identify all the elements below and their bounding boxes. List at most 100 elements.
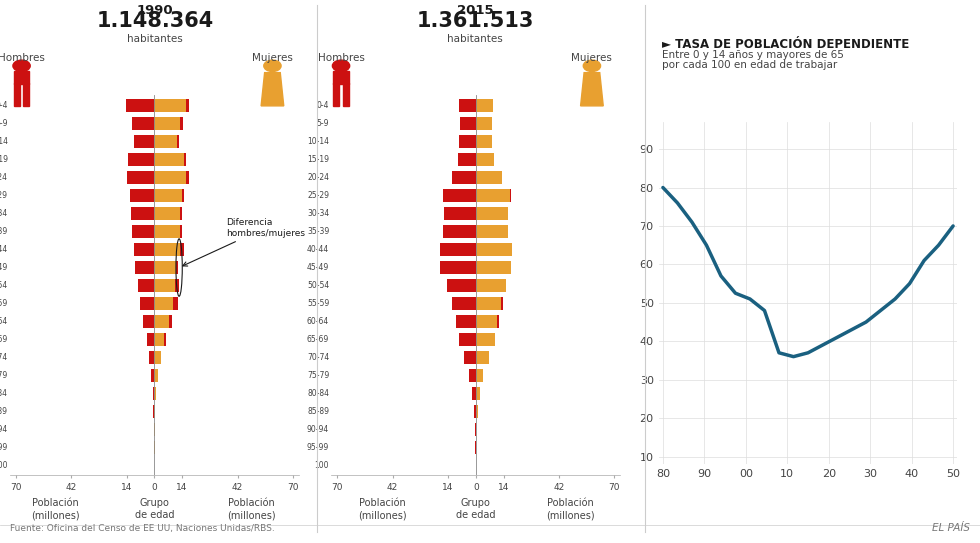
Bar	[476, 369, 483, 382]
Bar	[155, 171, 189, 184]
Bar	[179, 225, 182, 238]
Bar	[459, 135, 476, 148]
Bar	[443, 189, 476, 202]
Bar	[155, 351, 161, 364]
Bar	[126, 171, 155, 184]
Text: Diferencia
hombres/mujeres: Diferencia hombres/mujeres	[182, 218, 305, 266]
Bar	[155, 99, 189, 112]
Bar	[460, 117, 476, 130]
Bar	[153, 387, 155, 400]
Bar	[133, 243, 155, 256]
Bar	[130, 207, 155, 220]
Text: EL PAÍS: EL PAÍS	[932, 523, 970, 533]
Text: habitantes: habitantes	[448, 34, 503, 45]
Bar	[180, 117, 183, 130]
Bar	[476, 135, 492, 148]
Bar	[155, 117, 183, 130]
Text: Mujeres: Mujeres	[571, 53, 612, 64]
FancyBboxPatch shape	[14, 84, 20, 106]
Text: Hombres: Hombres	[0, 53, 45, 64]
Bar	[147, 333, 155, 346]
Bar	[133, 135, 155, 148]
Bar	[125, 99, 155, 112]
Bar	[459, 99, 476, 112]
Text: Mujeres: Mujeres	[252, 53, 293, 64]
Text: Grupo
de edad: Grupo de edad	[135, 498, 174, 520]
Bar	[497, 315, 499, 328]
Bar	[155, 225, 182, 238]
Bar	[465, 351, 476, 364]
Bar	[476, 171, 502, 184]
Text: 2015: 2015	[457, 4, 494, 17]
Text: por cada 100 en edad de trabajar: por cada 100 en edad de trabajar	[662, 60, 838, 70]
Bar	[155, 387, 157, 400]
Text: 1.361.513: 1.361.513	[416, 11, 534, 31]
Bar	[476, 297, 503, 310]
Polygon shape	[580, 73, 604, 106]
Bar	[443, 225, 476, 238]
Bar	[173, 297, 178, 310]
Circle shape	[583, 60, 601, 72]
Bar	[476, 225, 509, 238]
Bar	[472, 387, 476, 400]
Bar	[129, 189, 155, 202]
Bar	[501, 297, 503, 310]
Bar	[476, 189, 512, 202]
Bar	[169, 315, 172, 328]
Bar	[151, 369, 155, 382]
Text: Población
(millones): Población (millones)	[227, 498, 276, 520]
Bar	[476, 387, 480, 400]
Bar	[140, 297, 155, 310]
FancyBboxPatch shape	[333, 84, 339, 106]
Bar	[131, 225, 155, 238]
Bar	[131, 117, 155, 130]
Bar	[186, 99, 189, 112]
Bar	[155, 207, 182, 220]
Bar	[447, 279, 476, 292]
Bar	[183, 153, 186, 166]
Text: 1.148.364: 1.148.364	[96, 11, 214, 31]
Bar	[176, 261, 178, 274]
Text: Población
(millones): Población (millones)	[31, 498, 80, 520]
Text: Población
(millones): Población (millones)	[358, 498, 407, 520]
Bar	[181, 189, 184, 202]
Bar	[155, 279, 179, 292]
Bar	[185, 171, 189, 184]
Bar	[458, 153, 476, 166]
Bar	[175, 279, 179, 292]
Bar	[444, 207, 476, 220]
Bar	[137, 279, 155, 292]
Bar	[155, 333, 166, 346]
Bar	[476, 351, 489, 364]
Bar	[510, 189, 512, 202]
Bar	[143, 315, 155, 328]
Bar	[476, 261, 512, 274]
Bar	[155, 135, 179, 148]
Bar	[476, 315, 499, 328]
Bar	[452, 297, 476, 310]
Polygon shape	[261, 73, 284, 106]
Bar	[127, 153, 155, 166]
Text: Hombres: Hombres	[318, 53, 365, 64]
Bar	[155, 153, 186, 166]
Circle shape	[264, 60, 281, 72]
Bar	[459, 333, 476, 346]
Bar	[476, 243, 513, 256]
Bar	[476, 117, 492, 130]
Bar	[469, 369, 476, 382]
FancyBboxPatch shape	[343, 84, 349, 106]
Bar	[164, 333, 166, 346]
Bar	[155, 315, 172, 328]
Bar	[179, 243, 184, 256]
Text: Grupo
de edad: Grupo de edad	[456, 498, 495, 520]
Bar	[135, 261, 155, 274]
FancyBboxPatch shape	[14, 71, 29, 84]
Circle shape	[332, 60, 350, 72]
Text: Entre 0 y 14 años y mayores de 65: Entre 0 y 14 años y mayores de 65	[662, 50, 845, 60]
Bar	[155, 189, 184, 202]
Text: habitantes: habitantes	[127, 34, 182, 45]
Bar	[440, 261, 476, 274]
Bar	[180, 207, 182, 220]
Bar	[476, 333, 495, 346]
Bar	[452, 171, 476, 184]
